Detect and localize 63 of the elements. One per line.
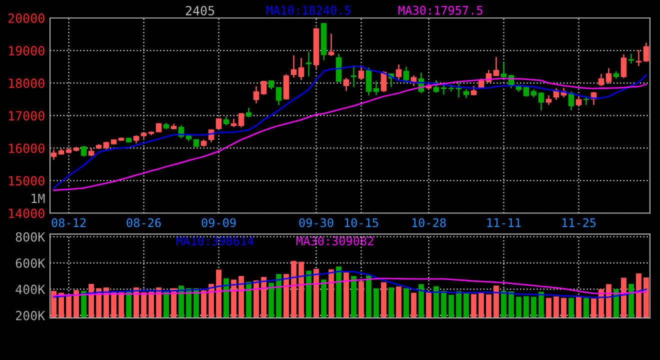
y-tick-label: 16000	[9, 144, 44, 154]
candlestick	[298, 57, 304, 81]
x-tick-label: 09-09	[202, 218, 236, 228]
candlestick	[253, 86, 260, 104]
candlestick	[576, 95, 582, 106]
y-tick-label: 600K	[16, 258, 46, 268]
candlestick	[373, 80, 380, 96]
candlestick	[50, 149, 57, 160]
candlestick	[336, 53, 342, 82]
text: MA10:18240.5	[266, 6, 350, 15]
candlestick	[350, 64, 357, 88]
y-tick-label: 14000	[9, 208, 44, 218]
candlestick	[328, 32, 334, 57]
candlestick	[433, 79, 440, 94]
candlestick	[283, 74, 290, 100]
text: MA30:309082	[296, 236, 374, 246]
y-tick-label: 15000	[9, 176, 44, 186]
text: 1M	[32, 194, 45, 203]
candlestick	[396, 64, 402, 80]
line-series	[53, 278, 647, 296]
candlestick	[500, 62, 507, 80]
text: MA30:17957.5	[398, 6, 482, 15]
candlestick	[290, 54, 297, 78]
candlestick	[246, 107, 252, 118]
y-tick-label: 800K	[16, 232, 46, 242]
candlestick	[260, 80, 267, 96]
candlestick	[628, 53, 634, 64]
candlestick	[276, 86, 282, 106]
candlestick	[606, 67, 612, 84]
candlestick	[470, 85, 477, 96]
x-tick-label: 11-25	[562, 218, 596, 228]
candlestick	[403, 66, 410, 84]
x-tick-label: 08-26	[126, 218, 161, 228]
candlestick	[636, 50, 642, 67]
y-tick-label: 17000	[9, 111, 44, 121]
candlestick	[358, 66, 364, 81]
x-tick-label: 10-15	[344, 218, 378, 228]
candlestick	[366, 67, 372, 96]
candlestick	[80, 146, 87, 158]
candlestick	[620, 54, 627, 79]
y-tick-label: 20000	[8, 14, 44, 23]
candlestick	[546, 94, 552, 106]
line-series	[53, 270, 647, 298]
candlestick	[643, 42, 650, 63]
candlestick	[493, 56, 500, 76]
y-tick-label: 18000	[9, 78, 44, 88]
y-tick-label: 19000	[9, 46, 44, 56]
candlestick	[216, 118, 222, 130]
x-tick-label: 10-28	[412, 218, 446, 228]
y-tick-label: 200K	[16, 310, 46, 320]
candlestick	[343, 77, 350, 92]
candlestick	[598, 73, 604, 87]
x-tick-label: 11-11	[487, 218, 521, 228]
y-tick-label: 400K	[16, 284, 46, 294]
chart-title: 2405	[186, 6, 214, 16]
candlestick	[583, 96, 590, 106]
candlestick	[456, 82, 462, 98]
x-tick-label: 09-30	[299, 218, 334, 228]
candlestick	[538, 92, 544, 111]
text: MA10:398614	[176, 236, 254, 246]
candlestick	[306, 51, 312, 78]
candlestick	[238, 112, 244, 128]
x-tick-label: 08-12	[52, 218, 86, 228]
